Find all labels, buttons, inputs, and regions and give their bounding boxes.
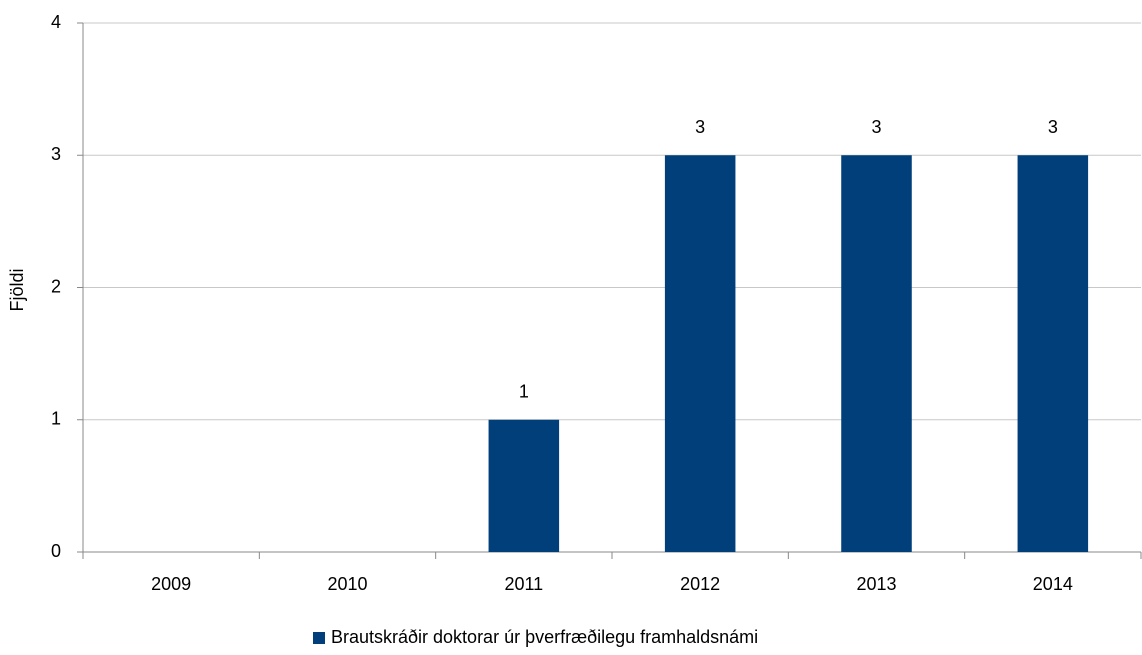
bar [1017, 155, 1089, 552]
legend-swatch [313, 632, 325, 644]
data-label: 3 [871, 117, 881, 137]
legend-label: Brautskráðir doktorar úr þverfræðilegu f… [331, 627, 758, 647]
y-tick-label: 2 [51, 276, 61, 296]
bar [841, 155, 912, 552]
y-tick-label: 1 [51, 409, 61, 429]
y-axis-label: Fjöldi [7, 268, 27, 311]
x-tick-label: 2009 [151, 574, 191, 594]
x-tick-label: 2012 [680, 574, 720, 594]
y-tick-label: 4 [51, 12, 61, 32]
data-label: 3 [695, 117, 705, 137]
bar [488, 419, 560, 552]
x-tick-label: 2014 [1033, 574, 1073, 594]
bar [664, 155, 736, 552]
data-label: 1 [519, 382, 529, 402]
y-tick-label: 0 [51, 541, 61, 561]
x-tick-label: 2011 [504, 574, 543, 594]
x-tick-label: 2010 [327, 574, 367, 594]
y-tick-label: 3 [51, 144, 61, 164]
x-tick-label: 2013 [856, 574, 896, 594]
data-label: 3 [1048, 117, 1058, 137]
